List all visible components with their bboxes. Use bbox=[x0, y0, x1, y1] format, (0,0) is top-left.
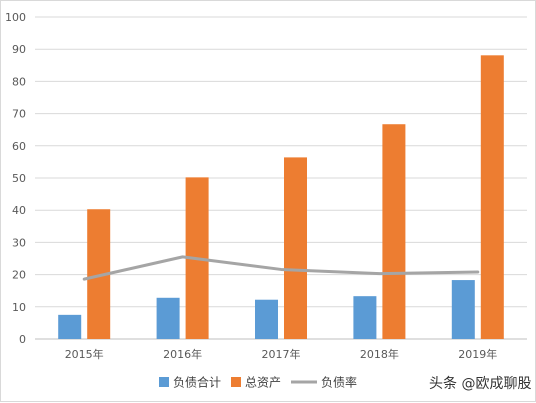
bar-total-assets bbox=[284, 157, 307, 339]
bar-total-assets bbox=[382, 124, 405, 339]
x-tick-label: 2015年 bbox=[65, 347, 104, 361]
legend-label: 负债率 bbox=[321, 375, 357, 390]
y-tick-label: 50 bbox=[12, 172, 26, 185]
watermark-text: 头条 @欧成聊股 bbox=[429, 375, 531, 392]
y-tick-label: 20 bbox=[12, 269, 26, 282]
bar-liabilities bbox=[58, 315, 81, 339]
legend-swatch bbox=[159, 377, 169, 387]
bar-liabilities bbox=[353, 296, 376, 339]
line-debt-ratio bbox=[84, 257, 478, 279]
y-tick-label: 70 bbox=[12, 108, 26, 121]
y-tick-label: 40 bbox=[12, 204, 26, 217]
y-tick-label: 90 bbox=[12, 43, 26, 56]
y-tick-label: 80 bbox=[12, 75, 26, 88]
y-tick-label: 30 bbox=[12, 236, 26, 249]
legend-label: 负债合计 bbox=[173, 375, 221, 390]
bar-liabilities bbox=[157, 298, 180, 339]
x-tick-label: 2019年 bbox=[458, 347, 497, 361]
y-tick-label: 0 bbox=[19, 333, 26, 346]
x-tick-label: 2018年 bbox=[360, 347, 399, 361]
x-tick-label: 2016年 bbox=[163, 347, 202, 361]
bar-liabilities bbox=[452, 280, 475, 339]
bar-liabilities bbox=[255, 300, 278, 339]
y-tick-label: 100 bbox=[5, 11, 26, 24]
x-tick-label: 2017年 bbox=[262, 347, 301, 361]
legend-label: 总资产 bbox=[245, 376, 281, 390]
legend-swatch bbox=[231, 377, 241, 387]
y-tick-label: 60 bbox=[12, 140, 26, 153]
y-tick-label: 10 bbox=[12, 301, 26, 314]
bar-total-assets bbox=[481, 55, 504, 339]
